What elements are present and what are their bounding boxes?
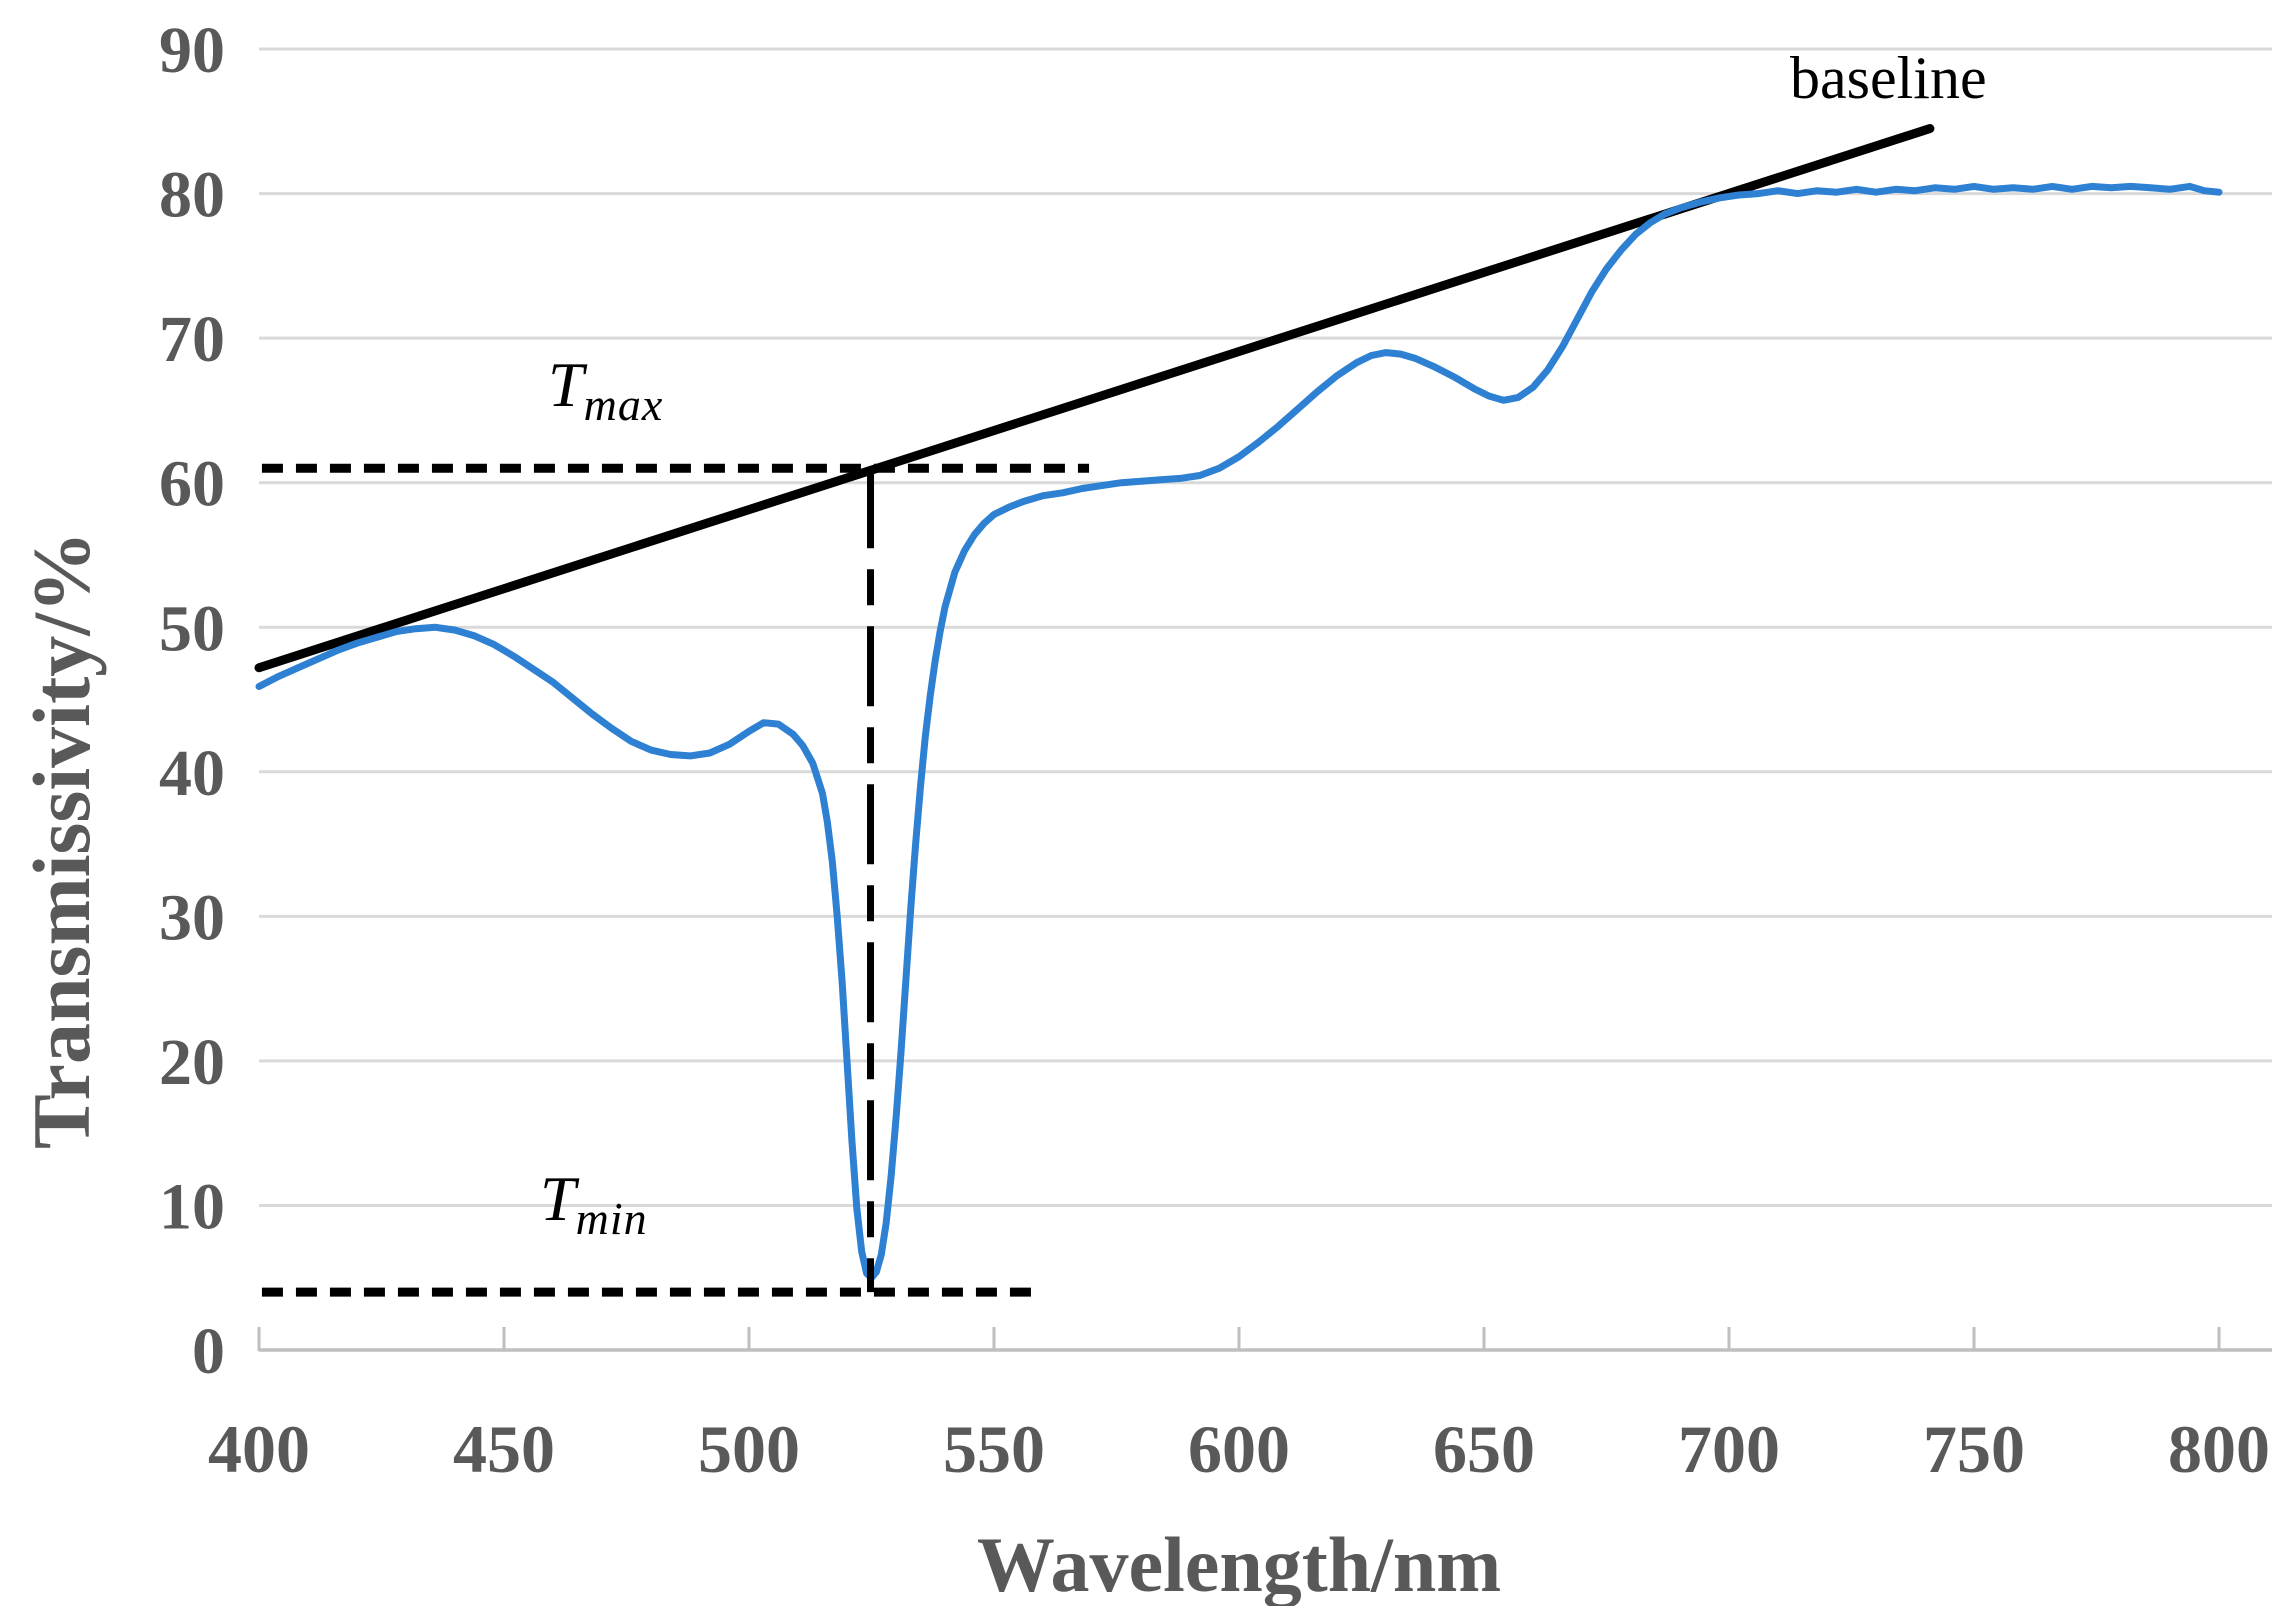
x-tick-label: 800 bbox=[2168, 1411, 2270, 1487]
tmin-subscript: min bbox=[575, 1193, 648, 1244]
tmax-symbol: T bbox=[548, 349, 584, 420]
tmax-annotation-label: Tmax bbox=[548, 348, 663, 431]
x-tick-label: 600 bbox=[1188, 1411, 1290, 1487]
tmin-annotation-label: Tmin bbox=[540, 1162, 648, 1245]
y-tick-label: 40 bbox=[159, 737, 225, 810]
tmin-symbol: T bbox=[540, 1163, 576, 1234]
transmission-spectrum-curve bbox=[255, 182, 2223, 1282]
x-axis-title: Wavelength/nm bbox=[976, 1521, 1502, 1606]
y-tick-label: 80 bbox=[159, 159, 225, 232]
x-tick-label: 500 bbox=[698, 1411, 800, 1487]
y-tick-label: 50 bbox=[159, 592, 225, 665]
x-tick-label: 550 bbox=[943, 1411, 1045, 1487]
y-tick-label: 90 bbox=[159, 14, 225, 87]
x-tick-label: 650 bbox=[1433, 1411, 1535, 1487]
y-tick-label: 0 bbox=[192, 1315, 225, 1388]
x-tick-label: 450 bbox=[453, 1411, 555, 1487]
y-tick-label: 70 bbox=[159, 303, 225, 376]
baseline-annotation-label: baseline bbox=[1790, 45, 1987, 111]
y-tick-label: 20 bbox=[159, 1026, 225, 1099]
y-tick-label: 10 bbox=[159, 1170, 225, 1243]
y-tick-label: 30 bbox=[159, 881, 225, 954]
tmax-subscript: max bbox=[583, 379, 664, 430]
y-axis-title: Transmissivity/% bbox=[16, 530, 107, 1150]
y-tick-label: 60 bbox=[159, 448, 225, 521]
x-tick-label: 700 bbox=[1678, 1411, 1780, 1487]
x-tick-label: 400 bbox=[208, 1411, 310, 1487]
x-tick-label: 750 bbox=[1923, 1411, 2025, 1487]
